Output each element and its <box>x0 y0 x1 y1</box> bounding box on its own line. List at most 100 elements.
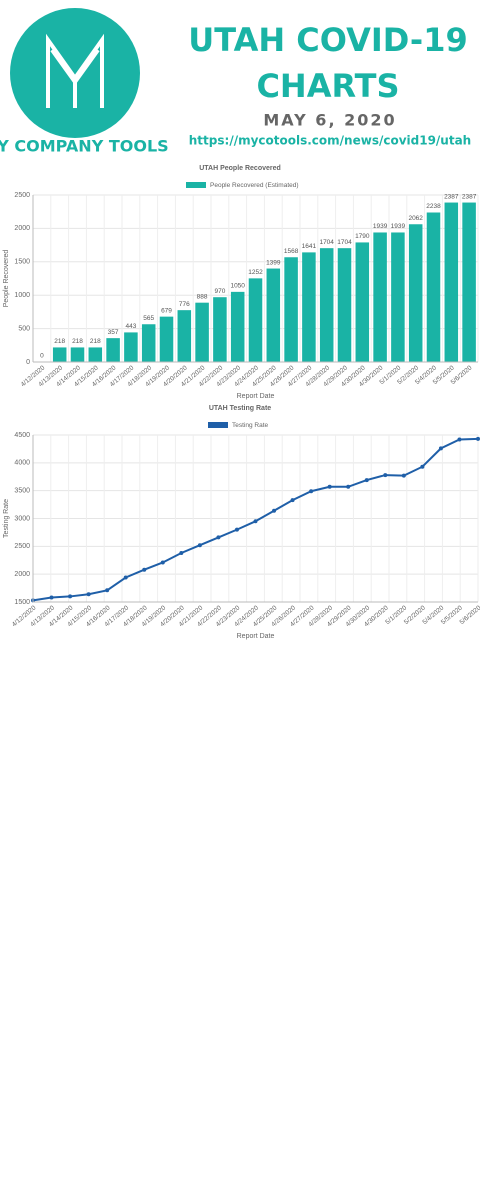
logo-mark <box>46 33 104 108</box>
value-label: 2387 <box>444 193 459 200</box>
bar <box>248 278 263 362</box>
bar <box>391 232 405 362</box>
value-label: 357 <box>108 329 119 336</box>
bar <box>408 224 423 362</box>
y-tick-label: 1500 <box>14 599 30 606</box>
value-label: 1704 <box>337 239 352 246</box>
bar <box>302 252 316 362</box>
logo-circle <box>10 8 140 138</box>
value-label: 1568 <box>284 248 299 255</box>
y-tick-label: 4500 <box>14 432 30 439</box>
url: https://mycotools.com/news/covid19/utah <box>189 134 471 148</box>
legend-label: Testing Rate <box>232 422 269 429</box>
point <box>142 567 147 572</box>
y-tick-label: 2500 <box>14 192 30 199</box>
point <box>309 489 314 494</box>
bar <box>106 338 120 362</box>
point <box>476 436 480 441</box>
point <box>420 464 425 469</box>
point <box>327 484 332 489</box>
value-label: 888 <box>197 293 208 300</box>
bar <box>319 248 334 362</box>
bar <box>141 324 156 362</box>
value-label: 679 <box>161 307 172 314</box>
bar <box>284 257 298 362</box>
chart-title: UTAH Testing Rate <box>209 405 271 412</box>
bar <box>373 232 387 362</box>
legend-swatch <box>186 182 206 188</box>
value-label: 443 <box>125 323 136 330</box>
bar <box>444 202 459 362</box>
bar <box>70 347 85 362</box>
y-tick-label: 4000 <box>14 460 30 467</box>
value-label: 0 <box>40 353 44 360</box>
point <box>346 484 351 489</box>
point <box>123 575 128 580</box>
chart-title: UTAH People Recovered <box>199 165 281 172</box>
point <box>49 595 54 600</box>
value-label: 1790 <box>355 233 370 240</box>
value-label: 1704 <box>319 239 334 246</box>
value-label: 2238 <box>426 203 441 210</box>
point <box>364 478 369 483</box>
date: MAY 6, 2020 <box>263 111 396 130</box>
bar <box>337 248 352 362</box>
value-label: 1939 <box>373 223 388 230</box>
value-label: 2062 <box>408 215 423 222</box>
value-label: 1939 <box>391 223 406 230</box>
point <box>272 508 277 513</box>
value-label: 1252 <box>248 269 263 276</box>
value-label: 218 <box>72 338 83 345</box>
y-tick-label: 3500 <box>14 488 30 495</box>
point <box>401 473 406 478</box>
value-label: 218 <box>90 338 101 345</box>
point <box>216 535 221 540</box>
bar <box>462 202 476 362</box>
value-label: 1399 <box>266 259 281 266</box>
y-axis-label: Testing Rate <box>3 499 10 538</box>
value-label: 970 <box>214 288 225 295</box>
y-tick-label: 1000 <box>14 292 30 299</box>
y-tick-label: 500 <box>18 325 30 332</box>
point <box>86 592 91 597</box>
value-label: 1050 <box>230 283 245 290</box>
point <box>68 594 73 599</box>
legend-swatch <box>208 422 228 428</box>
bar <box>266 268 281 362</box>
y-tick-label: 0 <box>26 359 30 366</box>
y-tick-label: 2500 <box>14 543 30 550</box>
title: UTAH COVID-19 <box>188 21 467 59</box>
bar <box>52 347 67 362</box>
y-tick-label: 1500 <box>14 259 30 266</box>
brand: MY COMPANY TOOLS <box>0 137 169 156</box>
y-tick-label: 2000 <box>14 571 30 578</box>
point <box>253 519 258 524</box>
point <box>234 527 239 532</box>
point <box>179 551 184 556</box>
bar <box>230 291 245 362</box>
point <box>457 437 462 442</box>
bar <box>355 242 370 362</box>
value-label: 218 <box>54 338 65 345</box>
point <box>160 560 165 565</box>
y-tick-label: 3000 <box>14 515 30 522</box>
title: CHARTS <box>256 67 399 105</box>
y-axis-label: People Recovered <box>3 250 10 308</box>
y-tick-label: 2000 <box>14 225 30 232</box>
point <box>438 446 443 451</box>
value-label: 776 <box>179 301 190 308</box>
logo <box>10 8 140 138</box>
value-label: 2387 <box>462 193 477 200</box>
x-axis-label: Report Date <box>237 633 275 640</box>
point <box>290 498 295 503</box>
point <box>105 588 110 593</box>
bar <box>159 316 174 362</box>
bar <box>213 297 227 362</box>
bar <box>426 212 441 362</box>
value-label: 1641 <box>302 243 317 250</box>
x-axis-label: Report Date <box>237 393 275 400</box>
bar <box>124 332 138 362</box>
point <box>383 473 388 478</box>
value-label: 565 <box>143 315 154 322</box>
